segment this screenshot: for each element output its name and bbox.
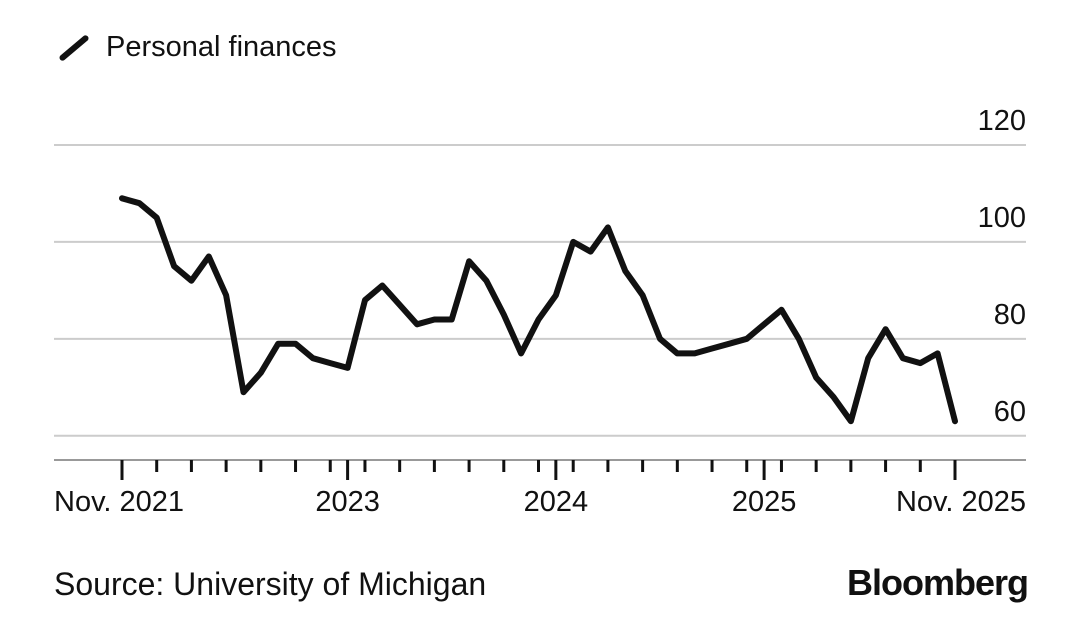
- x-tick-label: 2024: [524, 486, 589, 518]
- legend-label: Personal finances: [106, 30, 337, 63]
- series-layer: [119, 195, 958, 425]
- legend: Personal finances: [54, 30, 337, 64]
- bloomberg-logo: Bloomberg: [846, 562, 1029, 603]
- x-axis: Nov. 2021 2023 2024 2025 Nov. 2025: [54, 459, 1026, 518]
- y-tick-label-60: 60: [994, 396, 1026, 428]
- x-tick-label: Nov. 2021: [54, 486, 184, 518]
- series-line-personal-finances: [119, 195, 958, 425]
- x-tick-label: 2023: [315, 486, 380, 518]
- y-tick-label-100: 100: [978, 202, 1026, 234]
- x-tick-label: Nov. 2025: [896, 486, 1026, 518]
- x-tick-label: 2025: [732, 486, 797, 518]
- grid-layer: 60 80 100 120: [54, 105, 1026, 437]
- y-tick-label-80: 80: [994, 299, 1026, 331]
- source-note: Source: University of Michigan: [54, 566, 487, 602]
- y-tick-label-120: 120: [978, 105, 1026, 137]
